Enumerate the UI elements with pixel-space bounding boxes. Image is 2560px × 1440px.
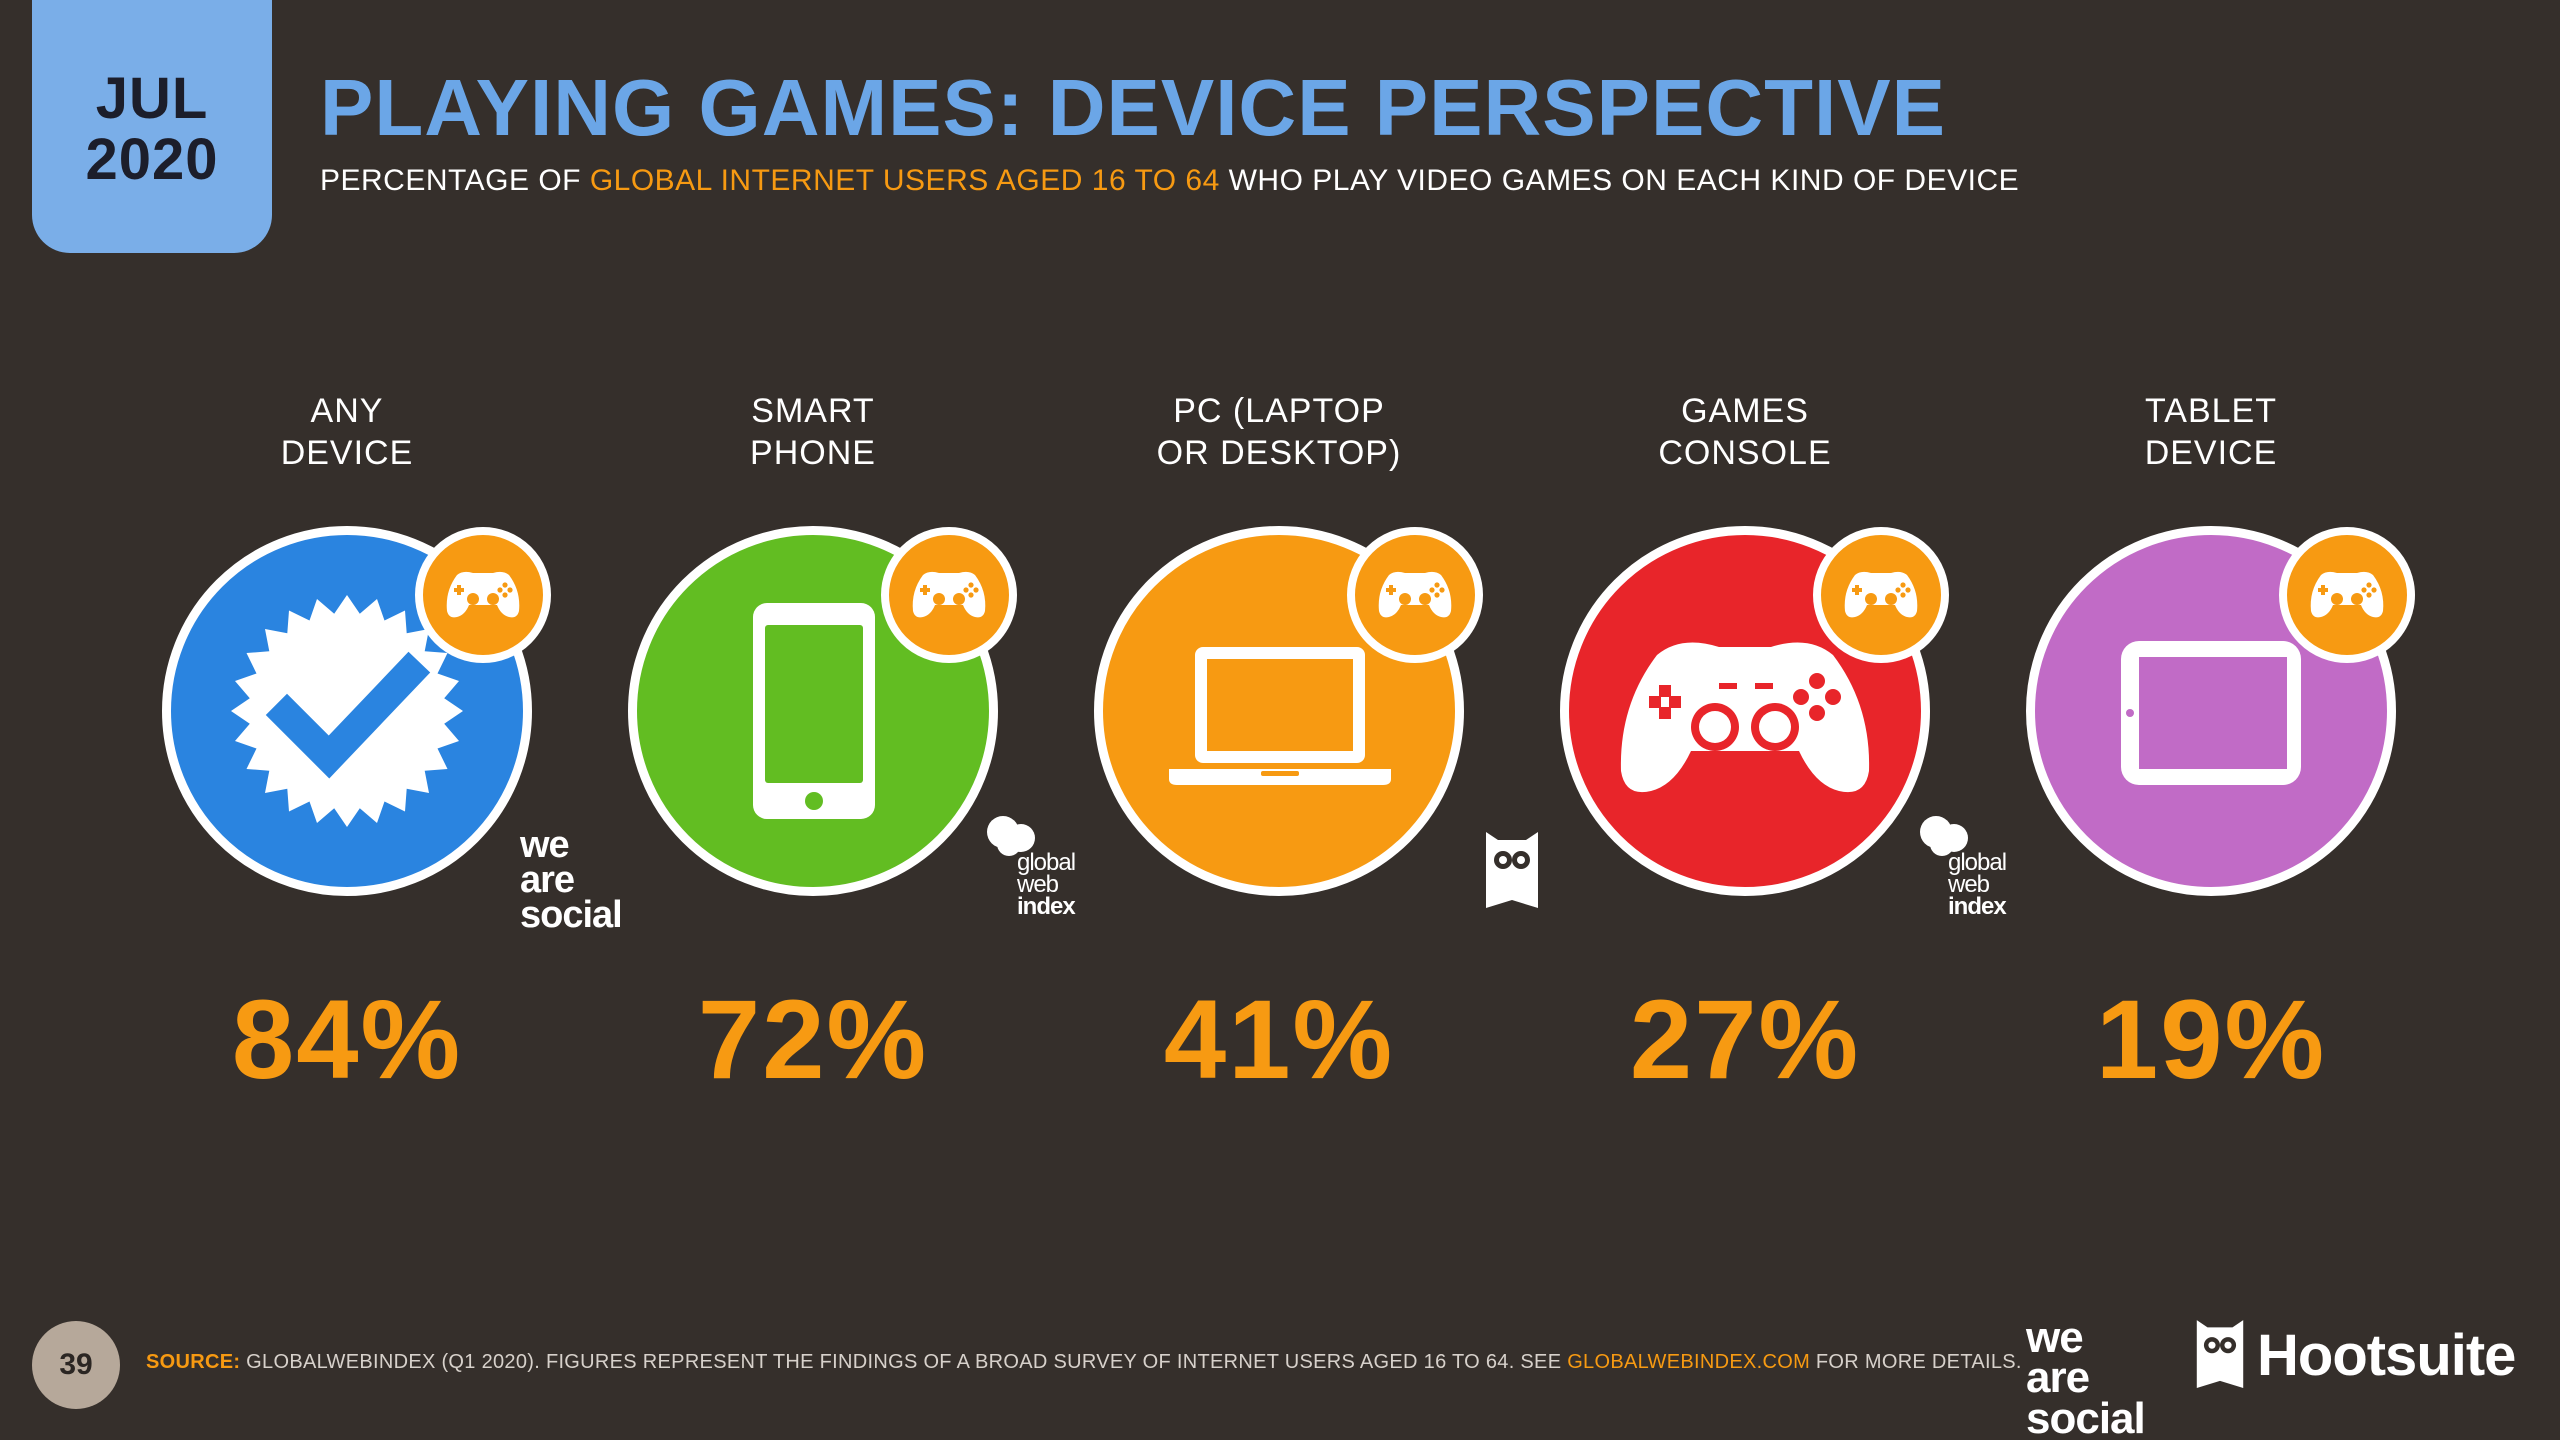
category-label-pc: PC (LAPTOP OR DESKTOP) bbox=[1069, 390, 1489, 480]
logo-line: social bbox=[520, 893, 623, 936]
value-label-pc: 41% bbox=[1163, 977, 1395, 1102]
logo-line: index bbox=[1017, 893, 1076, 920]
laptop-circle bbox=[1094, 526, 1464, 896]
gwi-logo: global web index bbox=[985, 812, 1095, 922]
date-year: 2020 bbox=[85, 126, 219, 192]
category-label: ANY DEVICE bbox=[280, 392, 414, 472]
value-label-smartphone: 72% bbox=[697, 977, 929, 1102]
category-label-smartphone: SMART PHONE bbox=[603, 390, 1023, 480]
gamepad-icon bbox=[1378, 571, 1452, 618]
hootsuite-wordmark: Hootsuite bbox=[2257, 1322, 2516, 1388]
page-subtitle: PERCENTAGE OF GLOBAL INTERNET USERS AGED… bbox=[320, 164, 2019, 198]
gwi-logo: global web index bbox=[1918, 812, 2028, 922]
page-title: PLAYING GAMES: DEVICE PERSPECTIVE bbox=[320, 63, 1946, 152]
subtitle-post: WHO PLAY VIDEO GAMES ON EACH KIND OF DEV… bbox=[1219, 164, 2020, 197]
date-month: JUL bbox=[95, 65, 209, 131]
source-link[interactable]: GLOBALWEBINDEX.COM bbox=[1567, 1351, 1811, 1373]
logo-line: web bbox=[1017, 871, 1059, 898]
gamepad-icon bbox=[446, 571, 520, 618]
tablet-icon bbox=[2121, 641, 2301, 785]
gamepad-icon bbox=[1844, 571, 1918, 618]
hootsuite-logo: Hootsuite bbox=[2195, 1318, 2516, 1392]
value-label-tablet: 19% bbox=[2095, 977, 2327, 1102]
gamepad-badge bbox=[1347, 527, 1483, 663]
gamepad-badge bbox=[881, 527, 1017, 663]
logo-line: index bbox=[1948, 893, 2007, 920]
category-label-any-device: ANY DEVICE bbox=[137, 390, 557, 480]
logo-line: we bbox=[2026, 1313, 2084, 1362]
page-number: 39 bbox=[32, 1321, 120, 1409]
category-label: TABLET DEVICE bbox=[2144, 392, 2278, 472]
logo-line: are bbox=[520, 858, 575, 901]
we-are-social-logo: we are social bbox=[2026, 1313, 2146, 1440]
category-label-tablet: TABLET DEVICE bbox=[2001, 390, 2421, 480]
category-label: PC (LAPTOP OR DESKTOP) bbox=[1156, 392, 1402, 472]
owl-icon bbox=[1486, 832, 1538, 908]
value-label-console: 27% bbox=[1629, 977, 1861, 1102]
category-label-console: GAMES CONSOLE bbox=[1535, 390, 1955, 480]
logo-line: social bbox=[2026, 1393, 2146, 1440]
value-label-any-device: 84% bbox=[231, 977, 463, 1102]
gamepad-badge bbox=[415, 527, 551, 663]
logo-line: web bbox=[1948, 871, 1990, 898]
subtitle-pre: PERCENTAGE OF bbox=[320, 164, 590, 197]
laptop-icon bbox=[1169, 647, 1391, 785]
smartphone-icon bbox=[753, 603, 875, 819]
logo-line: we bbox=[520, 824, 570, 866]
source-text: GLOBALWEBINDEX (Q1 2020). FIGURES REPRES… bbox=[240, 1351, 1568, 1373]
hootsuite-owl-logo bbox=[1484, 830, 1540, 917]
source-label: SOURCE: bbox=[146, 1351, 241, 1373]
we-are-social-logo: we are social bbox=[520, 824, 623, 936]
verified-check-icon bbox=[231, 595, 463, 827]
logo-line: are bbox=[2026, 1353, 2090, 1403]
gwi-cloud-icon bbox=[987, 816, 1035, 856]
category-label: GAMES CONSOLE bbox=[1658, 392, 1832, 472]
source-note: SOURCE: GLOBALWEBINDEX (Q1 2020). FIGURE… bbox=[146, 1351, 2022, 1374]
subtitle-highlight: GLOBAL INTERNET USERS AGED 16 TO 64 bbox=[589, 164, 1220, 197]
logo-line: global bbox=[1948, 849, 2007, 876]
category-label: SMART PHONE bbox=[750, 392, 876, 472]
gamepad-icon bbox=[1620, 642, 1870, 793]
logo-line: global bbox=[1017, 849, 1076, 876]
gamepad-icon bbox=[912, 571, 986, 618]
gamepad-badge bbox=[1813, 527, 1949, 663]
smartphone-circle bbox=[628, 526, 998, 896]
owl-icon bbox=[2196, 1320, 2244, 1389]
source-tail: FOR MORE DETAILS. bbox=[1810, 1351, 2022, 1373]
gwi-cloud-icon bbox=[1920, 816, 1968, 856]
gamepad-badge bbox=[2279, 527, 2415, 663]
date-badge: JUL 2020 bbox=[32, 0, 272, 253]
gamepad-icon bbox=[2310, 571, 2384, 618]
